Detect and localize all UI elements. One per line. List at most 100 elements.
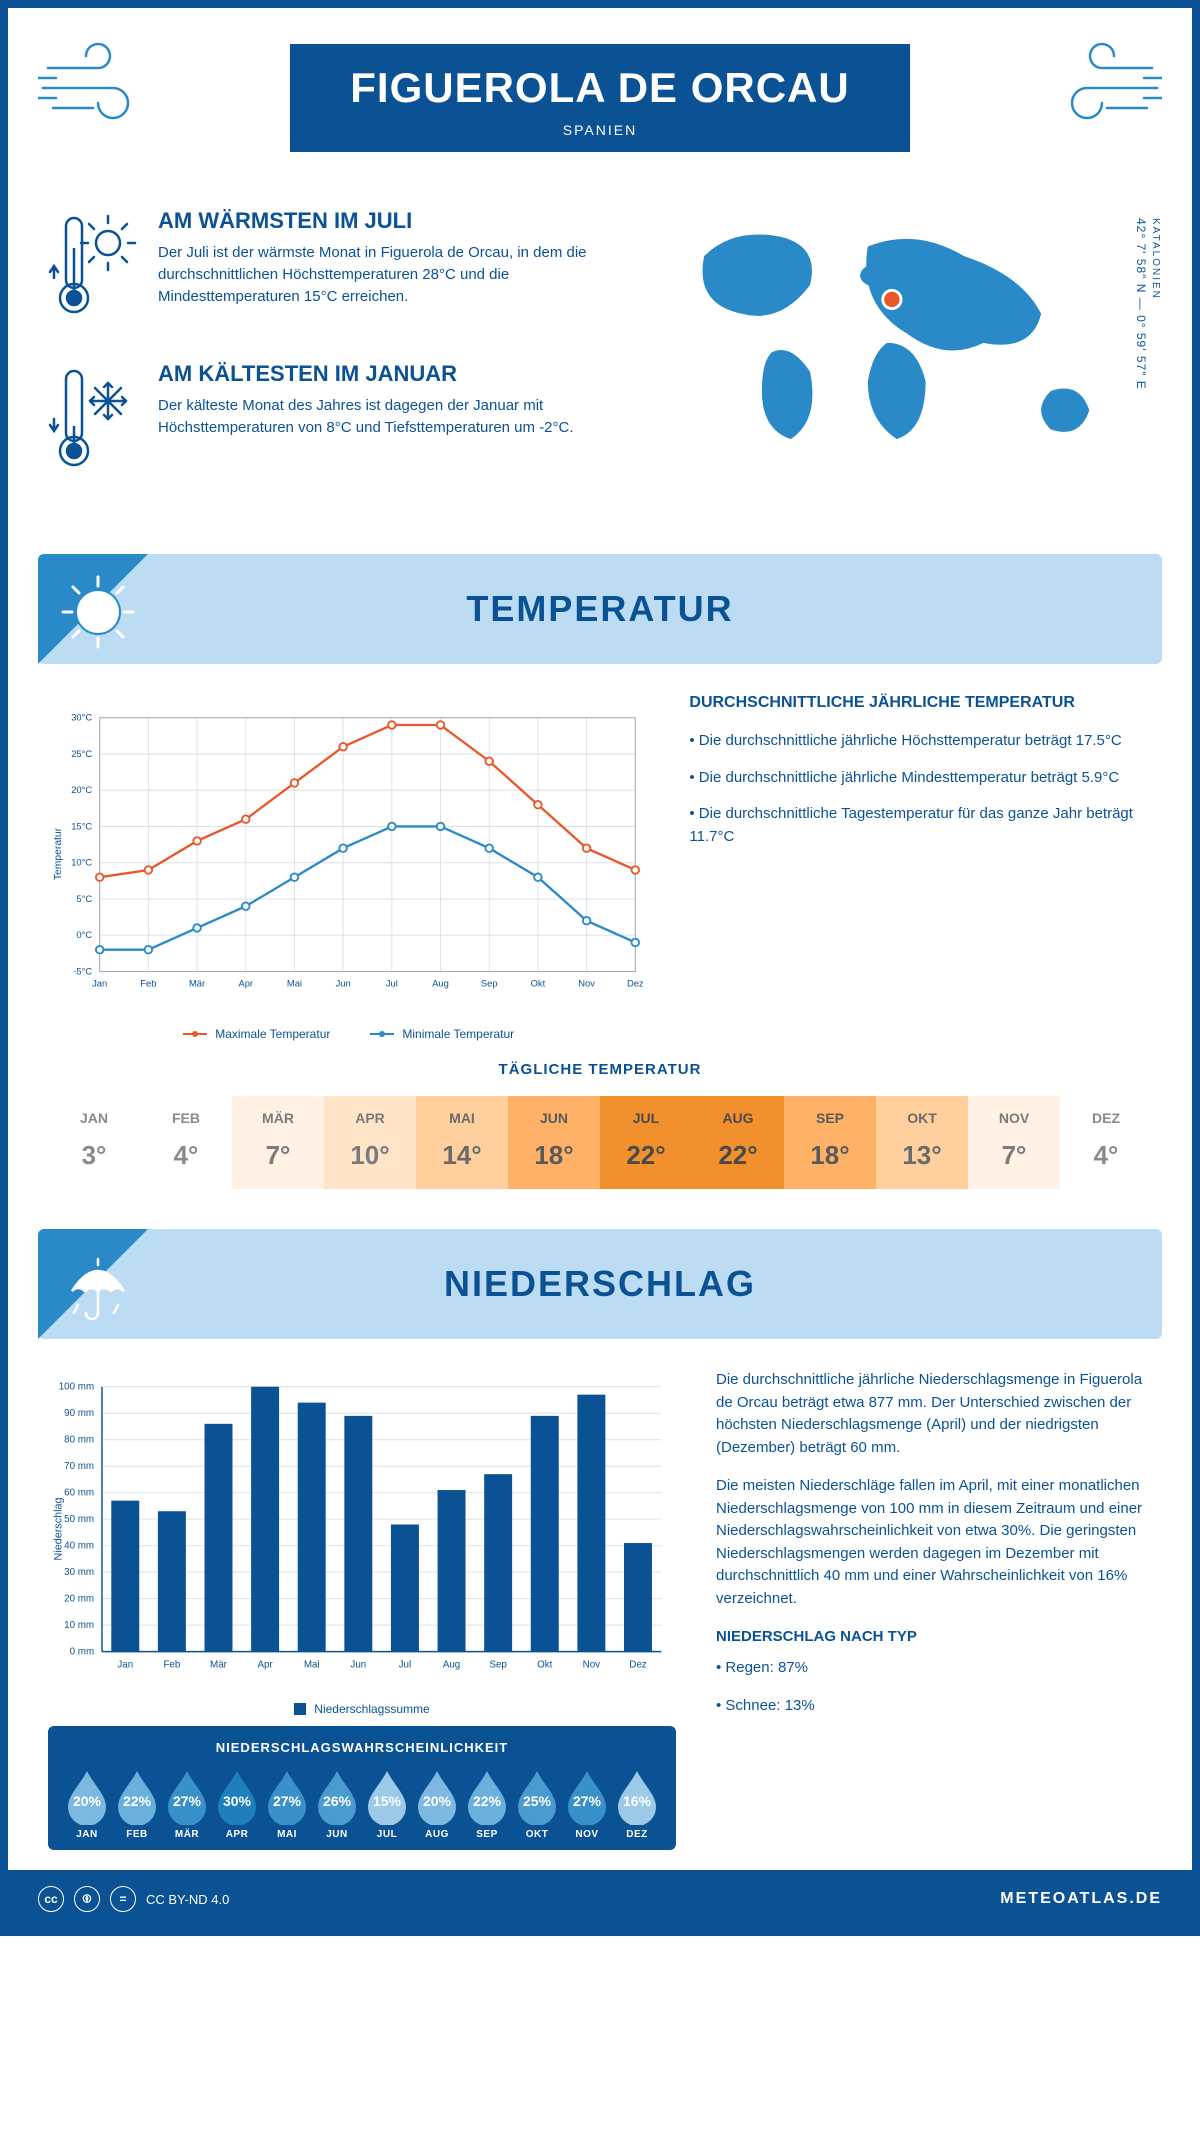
header: FIGUEROLA DE ORCAU SPANIEN <box>8 8 1192 188</box>
drop-cell: 27% MÄR <box>164 1767 210 1840</box>
intro-section: AM WÄRMSTEN IM JULI Der Juli ist der wär… <box>8 188 1192 544</box>
svg-text:Feb: Feb <box>140 977 156 988</box>
fact-cold-title: AM KÄLTESTEN IM JANUAR <box>158 361 611 387</box>
precip-para-1: Die durchschnittliche jährliche Niedersc… <box>716 1369 1152 1459</box>
thermometer-snow-icon <box>48 361 138 486</box>
svg-text:30°C: 30°C <box>71 712 92 723</box>
section-title-temperature: TEMPERATUR <box>466 588 733 630</box>
svg-text:Apr: Apr <box>257 1659 273 1670</box>
drop-cell: 25% OKT <box>514 1767 560 1840</box>
country-label: SPANIEN <box>350 122 849 138</box>
precipitation-summary: Die durchschnittliche jährliche Niedersc… <box>716 1369 1152 1850</box>
svg-text:Apr: Apr <box>238 977 253 988</box>
month-cell: JUN18° <box>508 1096 600 1189</box>
footer: cc 🅯 = CC BY-ND 4.0 METEOATLAS.DE <box>8 1870 1192 1928</box>
month-cell: FEB4° <box>140 1096 232 1189</box>
umbrella-icon <box>58 1247 138 1332</box>
svg-text:40 mm: 40 mm <box>64 1541 94 1552</box>
svg-text:Niederschlag: Niederschlag <box>53 1498 65 1561</box>
section-bar-temperature: TEMPERATUR <box>38 554 1162 664</box>
precip-para-2: Die meisten Niederschläge fallen im Apri… <box>716 1475 1152 1610</box>
svg-text:Aug: Aug <box>432 977 449 988</box>
precip-type-heading: NIEDERSCHLAG NACH TYP <box>716 1626 1152 1649</box>
svg-text:Dez: Dez <box>627 977 644 988</box>
world-map <box>641 208 1152 468</box>
svg-text:10 mm: 10 mm <box>64 1620 94 1631</box>
svg-text:5°C: 5°C <box>76 893 92 904</box>
svg-text:20 mm: 20 mm <box>64 1594 94 1605</box>
month-cell: JUL22° <box>600 1096 692 1189</box>
page-title: FIGUEROLA DE ORCAU <box>350 64 849 112</box>
cc-icon: cc <box>38 1886 64 1912</box>
svg-text:Mai: Mai <box>304 1659 320 1670</box>
svg-text:Mär: Mär <box>210 1659 228 1670</box>
wind-icon <box>38 38 158 133</box>
month-cell: MÄR7° <box>232 1096 324 1189</box>
svg-text:60 mm: 60 mm <box>64 1488 94 1499</box>
precip-type-2: • Schnee: 13% <box>716 1695 1152 1718</box>
lon-label: 0° 59' 57" E <box>1134 315 1148 390</box>
lat-label: 42° 7' 58" N <box>1134 218 1148 293</box>
fact-warm-body: Der Juli ist der wärmste Monat in Figuer… <box>158 242 611 307</box>
thermometer-sun-icon <box>48 208 138 333</box>
month-cell: APR10° <box>324 1096 416 1189</box>
coordinates: KATALONIEN 42° 7' 58" N — 0° 59' 57" E <box>1134 218 1162 390</box>
title-banner: FIGUEROLA DE ORCAU SPANIEN <box>290 44 909 152</box>
month-cell: AUG22° <box>692 1096 784 1189</box>
svg-text:Jun: Jun <box>350 1659 366 1670</box>
daily-temp-heading: TÄGLICHE TEMPERATUR <box>48 1061 1152 1078</box>
legend-max: Maximale Temperatur <box>183 1027 330 1041</box>
region-label: KATALONIEN <box>1150 218 1161 300</box>
legend-min: Minimale Temperatur <box>370 1027 514 1041</box>
precipitation-content: 0 mm10 mm20 mm30 mm40 mm50 mm60 mm70 mm8… <box>8 1369 1192 1870</box>
svg-text:-5°C: -5°C <box>73 965 92 976</box>
temp-bullet-3: • Die durchschnittliche Tagestemperatur … <box>689 803 1152 848</box>
drop-cell: 20% AUG <box>414 1767 460 1840</box>
fact-coldest: AM KÄLTESTEN IM JANUAR Der kälteste Mona… <box>48 361 611 486</box>
svg-text:70 mm: 70 mm <box>64 1461 94 1472</box>
legend-precip: Niederschlagssumme <box>294 1702 429 1716</box>
temperature-summary: DURCHSCHNITTLICHE JÄHRLICHE TEMPERATUR •… <box>689 694 1152 1041</box>
svg-text:15°C: 15°C <box>71 820 92 831</box>
svg-text:Mai: Mai <box>287 977 302 988</box>
month-cell: DEZ4° <box>1060 1096 1152 1189</box>
temperature-content: -5°C0°C5°C10°C15°C20°C25°C30°CJanFebMärA… <box>8 694 1192 1061</box>
drop-cell: 27% MAI <box>264 1767 310 1840</box>
svg-text:Okt: Okt <box>531 977 546 988</box>
license-label: CC BY-ND 4.0 <box>146 1892 229 1907</box>
svg-text:0°C: 0°C <box>76 929 92 940</box>
svg-text:90 mm: 90 mm <box>64 1408 94 1419</box>
section-bar-precipitation: NIEDERSCHLAG <box>38 1229 1162 1339</box>
fact-warmest: AM WÄRMSTEN IM JULI Der Juli ist der wär… <box>48 208 611 333</box>
drop-cell: 26% JUN <box>314 1767 360 1840</box>
temp-bullet-1: • Die durchschnittliche jährliche Höchst… <box>689 730 1152 753</box>
precip-probability-band: NIEDERSCHLAGSWAHRSCHEINLICHKEIT 20% JAN … <box>48 1726 676 1850</box>
svg-text:Jan: Jan <box>92 977 107 988</box>
fact-cold-body: Der kälteste Monat des Jahres ist dagege… <box>158 395 611 439</box>
brand-label: METEOATLAS.DE <box>1000 1890 1162 1908</box>
temperature-line-chart: -5°C0°C5°C10°C15°C20°C25°C30°CJanFebMärA… <box>48 694 649 1041</box>
section-title-precipitation: NIEDERSCHLAG <box>444 1263 756 1305</box>
fact-warm-title: AM WÄRMSTEN IM JULI <box>158 208 611 234</box>
month-cell: JAN3° <box>48 1096 140 1189</box>
prob-heading: NIEDERSCHLAGSWAHRSCHEINLICHKEIT <box>64 1740 660 1755</box>
svg-text:Temperatur: Temperatur <box>53 827 64 880</box>
month-cell: OKT13° <box>876 1096 968 1189</box>
svg-text:25°C: 25°C <box>71 748 92 759</box>
drop-cell: 22% SEP <box>464 1767 510 1840</box>
precipitation-bar-chart: 0 mm10 mm20 mm30 mm40 mm50 mm60 mm70 mm8… <box>48 1369 676 1850</box>
svg-text:10°C: 10°C <box>71 857 92 868</box>
drop-cell: 22% FEB <box>114 1767 160 1840</box>
drop-cell: 15% JUL <box>364 1767 410 1840</box>
svg-text:Jul: Jul <box>386 977 398 988</box>
drop-cell: 16% DEZ <box>614 1767 660 1840</box>
month-cell: MAI14° <box>416 1096 508 1189</box>
svg-text:Dez: Dez <box>629 1659 647 1670</box>
daily-temperature-table: TÄGLICHE TEMPERATUR JAN3°FEB4°MÄR7°APR10… <box>8 1061 1192 1219</box>
drop-cell: 27% NOV <box>564 1767 610 1840</box>
month-cell: NOV7° <box>968 1096 1060 1189</box>
svg-text:80 mm: 80 mm <box>64 1435 94 1446</box>
svg-text:0 mm: 0 mm <box>70 1647 95 1658</box>
svg-text:Jun: Jun <box>336 977 351 988</box>
svg-text:Feb: Feb <box>163 1659 180 1670</box>
